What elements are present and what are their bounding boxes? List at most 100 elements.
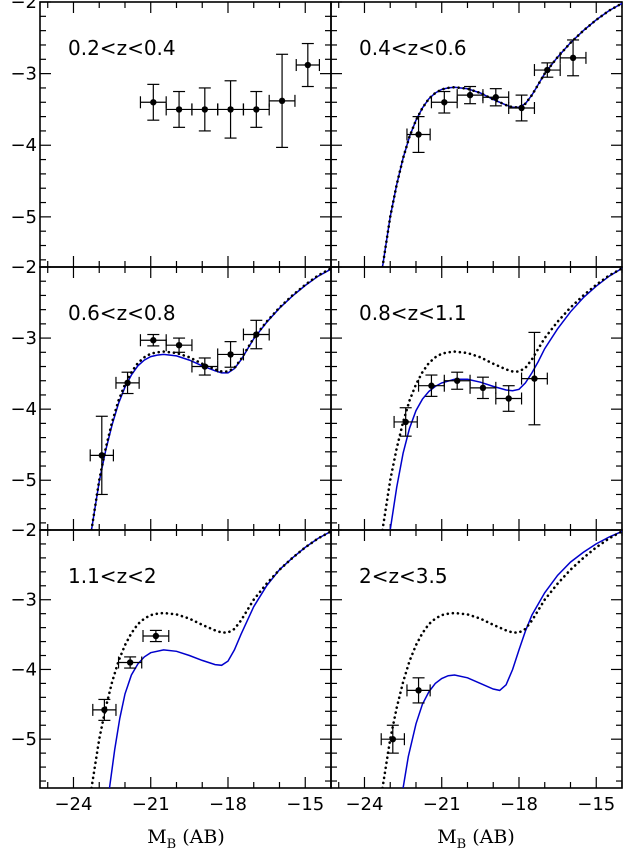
data-point [242, 319, 270, 350]
x-tick-label: −18 [500, 794, 538, 815]
y-tick-label-top: −2 [10, 520, 37, 541]
data-point [117, 656, 143, 669]
panel-4: 0.8<z<1.1 [330, 266, 623, 531]
data-marker [441, 99, 448, 106]
reference-curve [381, 2, 622, 267]
data-point [92, 698, 117, 721]
data-marker [518, 104, 525, 112]
x-axis-label-left: MB (AB) [147, 826, 225, 852]
data-marker [227, 351, 234, 358]
data-point [217, 341, 245, 368]
y-tick-label-top: −2 [10, 0, 37, 13]
curve-group [381, 2, 622, 267]
data-point [406, 677, 431, 704]
y-tick-label: −3 [10, 590, 37, 611]
curve-group [90, 267, 331, 530]
x-axis-label-text: MB (AB) [437, 826, 515, 852]
x-tick-label: −15 [286, 794, 324, 815]
data-marker [201, 106, 209, 113]
data-point [242, 90, 270, 128]
data-marker [201, 363, 209, 370]
data-point [165, 337, 193, 353]
data-point [443, 371, 471, 390]
panel-5: −3 −4 −5 −2 −24 −21 −18 −15 1.1<z<2 [10, 520, 332, 815]
data-point [495, 385, 523, 412]
panel-3: −3 −4 −5 −2 0.6<z<0.8 [10, 257, 332, 531]
x-axis-label-main: M [437, 826, 456, 848]
data-marker [402, 418, 409, 426]
data-point [406, 115, 431, 154]
data-marker [479, 384, 487, 392]
x-axis-label-sub: B [167, 837, 177, 852]
x-tick-label: −21 [423, 794, 461, 815]
data-point [191, 87, 219, 132]
data-marker [124, 379, 131, 387]
curve-group [90, 530, 331, 788]
y-tick-label: −4 [10, 659, 37, 680]
data-point [456, 85, 484, 105]
curve-group [381, 267, 622, 530]
y-tick-label: −5 [10, 207, 37, 228]
data-marker [531, 375, 538, 382]
y-tick-label: −3 [10, 64, 37, 85]
data-point [417, 374, 445, 397]
panel-1: −3 −4 −5 −2 0.2<z<0.4 [10, 0, 332, 268]
data-marker [126, 659, 134, 666]
data-point [430, 90, 458, 114]
data-marker [150, 99, 157, 106]
y-tick-label: −5 [10, 470, 37, 491]
y-tick-label: −3 [10, 328, 37, 349]
model-curve [402, 530, 622, 788]
data-point [139, 83, 167, 121]
panel-label: 0.6<z<0.8 [68, 301, 176, 325]
panel-label: 1.1<z<2 [68, 564, 157, 588]
panel-label: 0.4<z<0.6 [359, 36, 467, 60]
data-marker [466, 91, 474, 99]
reference-curve [381, 530, 622, 788]
data-marker [98, 452, 106, 459]
data-marker [428, 382, 435, 389]
data-marker [415, 687, 422, 694]
x-tick-label: −18 [209, 794, 247, 815]
curve-group [381, 530, 622, 788]
data-point [191, 357, 219, 376]
data-marker [175, 341, 183, 349]
data-marker [492, 94, 500, 101]
data-marker [227, 106, 234, 113]
y-tick-label: −4 [10, 399, 37, 420]
x-tick-label: −21 [132, 794, 170, 815]
data-marker [152, 632, 160, 640]
data-marker [101, 706, 108, 714]
model-curve [108, 530, 331, 788]
x-axis-label-text: MB (AB) [147, 826, 225, 852]
data-point [295, 42, 321, 88]
x-tick-label: −24 [54, 794, 92, 815]
y-tick-label: −4 [10, 135, 37, 156]
data-marker [304, 61, 312, 69]
panel-2: 0.4<z<0.6 [330, 1, 623, 268]
x-tick-label: −24 [345, 794, 383, 815]
y-tick-label: −5 [10, 729, 37, 750]
data-point [393, 407, 418, 437]
data-marker [569, 54, 577, 62]
data-marker [453, 377, 461, 384]
data-marker [253, 106, 260, 113]
panel-label: 2<z<3.5 [359, 564, 448, 588]
data-marker [150, 337, 157, 344]
data-marker [544, 66, 551, 74]
data-point [520, 331, 548, 426]
data-point [533, 62, 561, 78]
data-point [139, 333, 167, 347]
y-tick-label-top: −2 [10, 257, 37, 278]
data-point [142, 629, 170, 643]
panel-label: 0.8<z<1.1 [359, 301, 467, 325]
reference-curve [90, 530, 331, 788]
panel-frame [330, 529, 623, 789]
data-marker [278, 97, 286, 105]
model-curve [389, 267, 622, 530]
data-marker [505, 395, 512, 402]
x-tick-label: −15 [577, 794, 615, 815]
panel-6: −24 −21 −18 −15 2<z<3.5 [330, 529, 623, 815]
x-axis-label-sub: B [457, 837, 467, 852]
